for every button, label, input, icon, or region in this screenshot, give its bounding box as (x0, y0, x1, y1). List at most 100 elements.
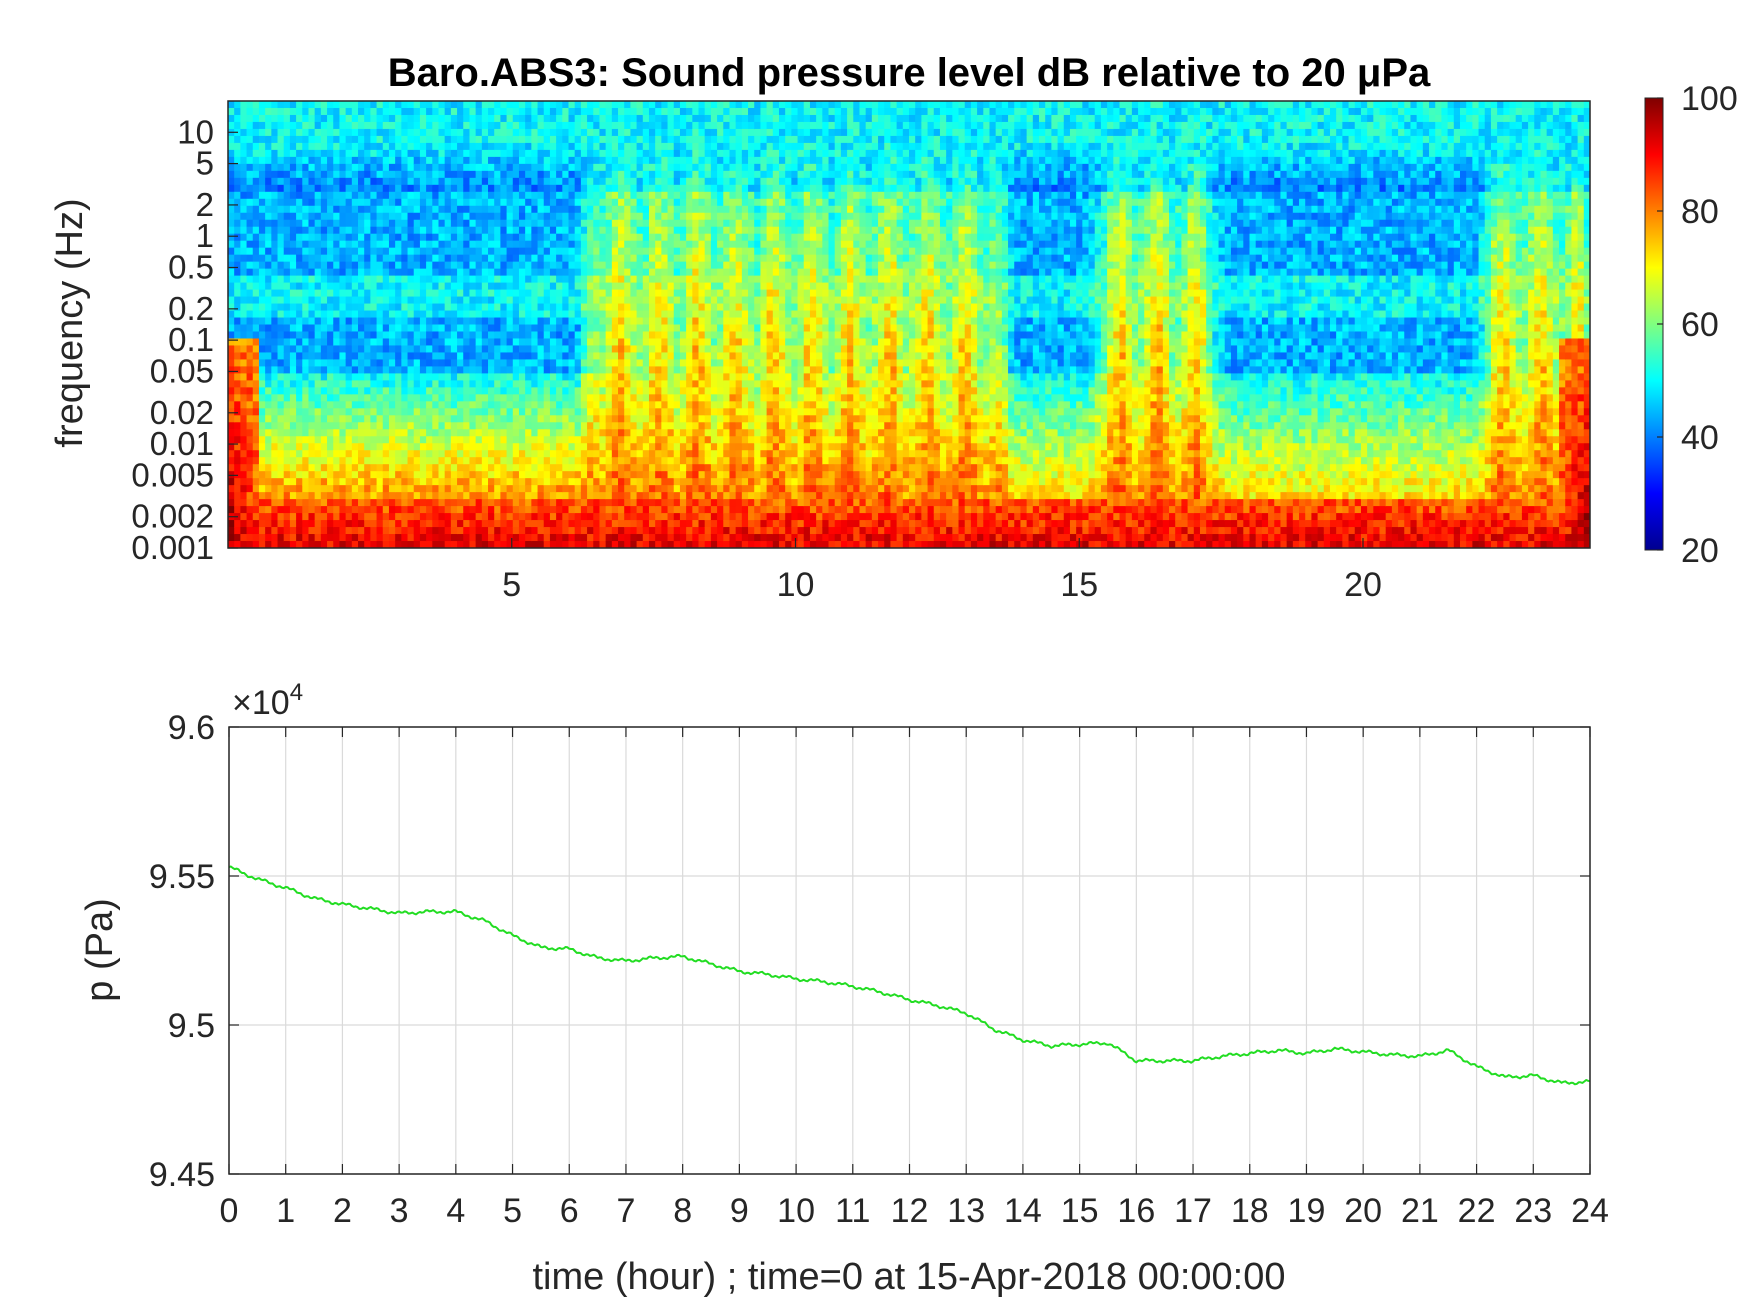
spectrogram-cell (599, 401, 607, 409)
spectrogram-cell (661, 338, 669, 347)
spectrogram-cell (283, 359, 291, 367)
spectrogram-cell (469, 359, 477, 367)
spectrogram-cell (246, 289, 254, 298)
spectrogram-cell (506, 142, 514, 151)
spectrogram-cell (370, 471, 378, 479)
spectrogram-cell (302, 450, 310, 458)
spectrogram-cell (605, 534, 613, 542)
spectrogram-cell (234, 303, 241, 312)
spectrogram-cell (587, 205, 594, 214)
spectrogram-cell (358, 478, 365, 486)
spectrogram-cell (258, 226, 266, 235)
spectrogram-cell (698, 191, 706, 200)
spectrogram-cell (611, 303, 619, 312)
spectrogram-cell (531, 184, 539, 193)
spectrogram-cell (234, 254, 241, 263)
spectrogram-cell (370, 282, 378, 291)
spectrogram-cell (246, 408, 254, 416)
spectrogram-cell (605, 163, 613, 172)
spectrogram-cell (246, 415, 254, 423)
spectrogram-cell (556, 233, 563, 242)
spectrogram-cell (302, 233, 310, 242)
spectrogram-cell (679, 317, 687, 326)
spectrogram-cell (271, 163, 279, 172)
spectrogram-cell (364, 450, 371, 458)
spectrogram-cell (648, 212, 656, 221)
spectrogram-cell (283, 317, 291, 326)
spectrogram-cell (624, 184, 632, 193)
spectrogram-cell (240, 128, 248, 137)
spectrogram-cell (580, 513, 588, 521)
spectrogram-cell (599, 499, 607, 507)
spectrogram-cell (314, 485, 322, 493)
spectrogram-cell (500, 352, 508, 361)
spectrogram-cell (692, 121, 700, 130)
spectrogram-cell (624, 429, 632, 437)
spectrogram-cell (345, 240, 353, 249)
spectrogram-cell (327, 485, 334, 493)
spectrogram-cell (339, 205, 347, 214)
spectrogram-cell (605, 408, 613, 416)
spectrogram-cell (692, 520, 700, 528)
spectrogram-cell (289, 247, 297, 256)
spectrogram-cell (611, 282, 619, 291)
spectrogram-cell (228, 436, 235, 444)
spectrogram-cell (228, 184, 235, 193)
spectrogram-cell (246, 380, 254, 388)
spectrogram-cell (543, 198, 551, 207)
spectrogram-cell (599, 331, 607, 340)
spectrogram-cell (277, 317, 285, 326)
spectrogram-cell (382, 345, 390, 354)
spectrogram-cell (364, 506, 371, 514)
spectrogram-cell (395, 331, 402, 340)
spectrogram-cell (655, 198, 662, 207)
spectrogram-cell (419, 450, 427, 458)
spectrogram-cell (271, 513, 279, 521)
spectrogram-cell (432, 233, 440, 242)
spectrogram-cell (302, 289, 310, 298)
spectrogram-cell (568, 380, 576, 388)
spectrogram-cell (556, 275, 563, 284)
spectrogram-cell (252, 198, 260, 207)
spectrogram-cell (450, 303, 458, 312)
spectrogram-cell (432, 513, 440, 521)
spectrogram-cell (648, 443, 656, 451)
spectrogram-cell (587, 359, 594, 367)
spectrogram-cell (450, 331, 458, 340)
spectrogram-cell (252, 499, 260, 507)
spectrogram-cell (562, 142, 570, 151)
spectrogram-cell (283, 324, 291, 333)
spectrogram-cell (382, 380, 390, 388)
spectrogram-cell (642, 289, 650, 298)
spectrogram-cell (432, 275, 440, 284)
spectrogram-cell (345, 303, 353, 312)
spectrogram-cell (376, 457, 384, 465)
spectrogram-cell (271, 275, 279, 284)
spectrogram-cell (246, 156, 254, 165)
spectrogram-cell (388, 471, 396, 479)
spectrogram-cell (506, 121, 514, 130)
spectrogram-cell (320, 457, 328, 465)
spectrogram-cell (512, 373, 520, 381)
spectrogram-cell (667, 163, 675, 172)
spectrogram-cell (494, 492, 501, 500)
spectrogram-cell (444, 457, 452, 465)
spectrogram-cell (686, 380, 693, 388)
spectrogram-cell (686, 373, 693, 381)
spectrogram-cell (500, 401, 508, 409)
spectrogram-cell (661, 191, 669, 200)
spectrogram-cell (642, 359, 650, 367)
spectrogram-cell (661, 492, 669, 500)
spectrogram-cell (661, 359, 669, 367)
spectrogram-cell (320, 170, 328, 179)
spectrogram-cell (593, 303, 601, 312)
spectrogram-cell (228, 296, 235, 305)
spectrogram-cell (543, 359, 551, 367)
spectrogram-cell (556, 415, 563, 423)
spectrogram-cell (587, 303, 594, 312)
spectrogram-cell (364, 226, 371, 235)
spectrogram-cell (234, 541, 241, 548)
spectrogram-cell (636, 317, 644, 326)
spectrogram-cell (704, 373, 712, 381)
spectrogram-cell (333, 324, 341, 333)
